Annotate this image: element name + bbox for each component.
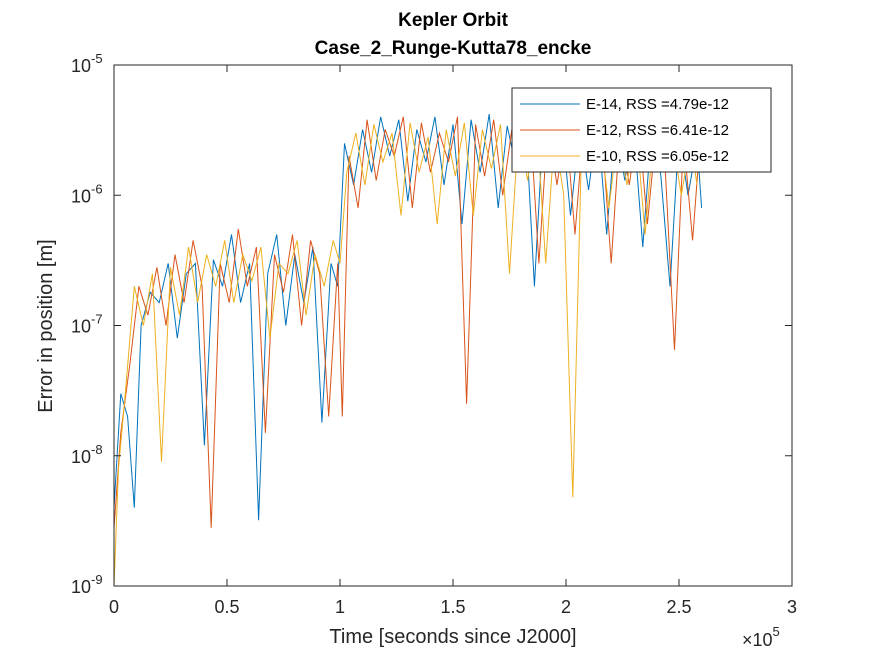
x-tick-label: 1.5 xyxy=(440,597,465,617)
x-multiplier-base: ×10 xyxy=(742,630,773,650)
series-line-1 xyxy=(113,114,703,521)
y-tick-label: 10-5 xyxy=(71,51,103,76)
ticks-layer: 0 0.5 1 1.5 2 2.5 3 10-9 10-8 10-7 10-6 10-5 xyxy=(71,51,797,617)
plot-box xyxy=(113,64,793,587)
x-tick-label: 2 xyxy=(561,597,571,617)
y-tick-label: 10-6 xyxy=(71,181,103,206)
y-tick-label: 10-9 xyxy=(71,572,103,597)
legend-label: E-14, RSS =4.79e-12 xyxy=(586,96,729,113)
x-tick-label: 2.5 xyxy=(666,597,691,617)
legend-label: E-12, RSS =6.41e-12 xyxy=(586,122,729,139)
y-tick-label: 10-8 xyxy=(71,442,103,467)
x-exponent-multiplier: ×105 xyxy=(742,624,780,650)
x-tick-label: 0 xyxy=(109,597,119,617)
y-tick-label: 10-7 xyxy=(71,312,103,337)
legend: E-14, RSS =4.79e-12 E-12, RSS =6.41e-12 E-… xyxy=(511,87,772,173)
x-axis-label: Time [seconds since J2000] xyxy=(329,626,576,648)
x-tick-label: 0.5 xyxy=(214,597,239,617)
chart-title: Kepler Orbit xyxy=(398,10,508,31)
chart-subtitle: Case_2_Runge-Kutta78_encke xyxy=(315,38,592,59)
x-multiplier-exp: 5 xyxy=(773,624,780,639)
x-tick-label: 1 xyxy=(335,597,345,617)
y-axis-label: Error in position [m] xyxy=(35,239,57,412)
legend-label: E-10, RSS =6.05e-12 xyxy=(586,148,729,165)
x-tick-label: 3 xyxy=(787,597,797,617)
